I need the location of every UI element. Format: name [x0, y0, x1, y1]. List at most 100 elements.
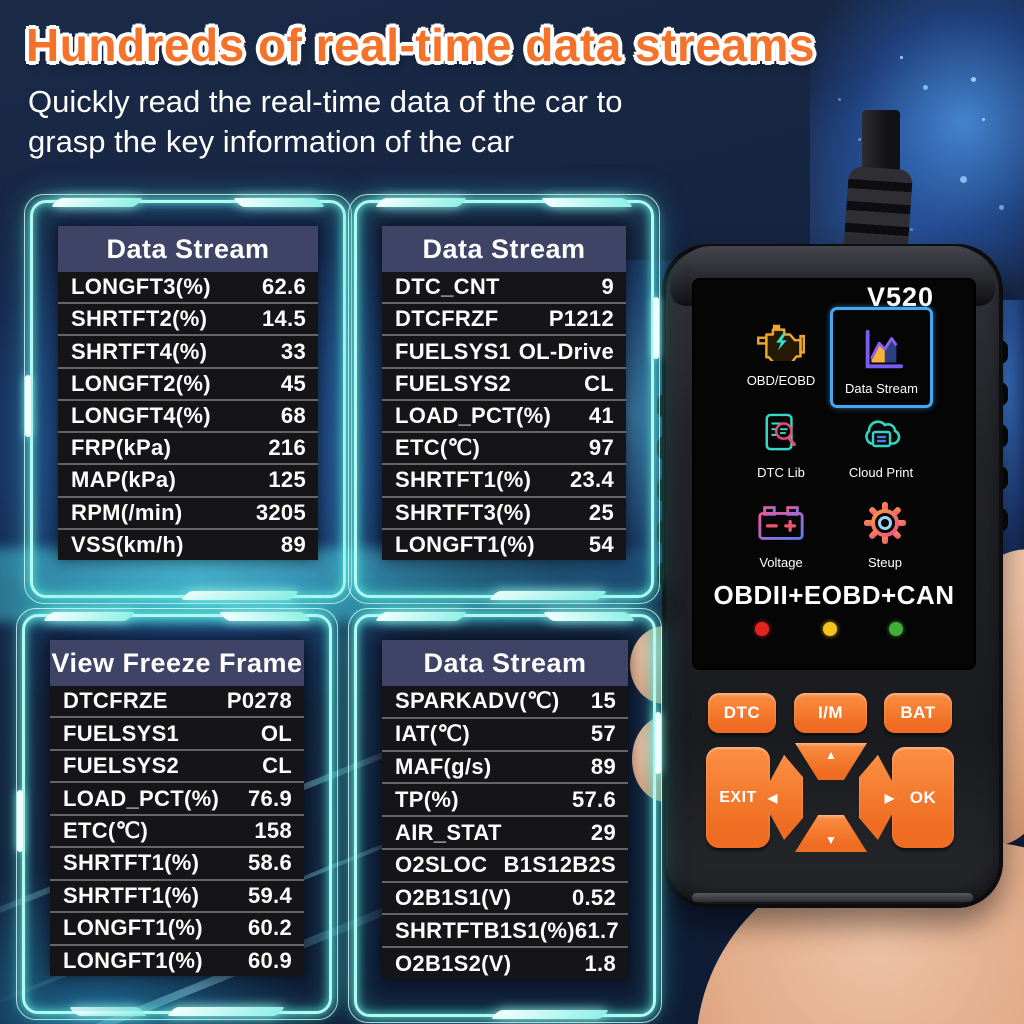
- gear-icon: [830, 500, 940, 546]
- parameter-label: FUELSYS1: [63, 720, 180, 746]
- parameter-label: SPARKADV(℃): [395, 688, 560, 714]
- table-row: SHRTFT4(%) 33: [58, 336, 318, 369]
- parameter-value: 25: [588, 499, 614, 525]
- background-particle-dots: [900, 56, 903, 59]
- parameter-label: DTCFRZF: [395, 306, 499, 332]
- table-row: O2SLOC B1S12B2S: [382, 850, 628, 883]
- parameter-label: MAP(kPa): [71, 467, 177, 493]
- exit-button[interactable]: EXIT: [706, 747, 770, 848]
- protocol-label: OBDII+EOBD+CAN: [713, 580, 955, 610]
- device-bottom-rim: [692, 893, 973, 902]
- data-table: Data Stream LONGFT3(%) 62.6 SHRTFT2(%) 14.5…: [58, 226, 318, 560]
- obd2-scanner-device: V520 OBD/EOBD: [657, 244, 1008, 908]
- parameter-label: MAF(g/s): [395, 753, 492, 779]
- parameter-value: 125: [268, 467, 306, 493]
- table-title: Data Stream: [382, 640, 628, 686]
- menu-item-label: Cloud Print: [848, 465, 914, 480]
- status-led-yellow: [823, 622, 837, 636]
- parameter-value: B1S12B2S: [503, 852, 616, 878]
- menu-item-obd-eobd[interactable]: OBD/EOBD: [726, 318, 836, 388]
- data-stream-panel-2: Data Stream DTC_CNT 9 DTCFRZF P1212 FUELSYS1…: [348, 194, 660, 604]
- parameter-value: 41: [588, 402, 614, 428]
- parameter-label: FUELSYS2: [395, 370, 512, 396]
- parameter-value: 58.6: [247, 850, 292, 876]
- scifi-frame: [24, 194, 352, 604]
- menu-item-label: Data Stream: [845, 381, 918, 396]
- parameter-label: TP(%): [395, 786, 459, 812]
- parameter-label: SHRTFTB1S1(%): [395, 917, 575, 943]
- table-row: O2B1S2(V) 1.8: [382, 948, 628, 979]
- table-row: ETC(℃) 97: [382, 433, 626, 466]
- table-row: TP(%) 57.6: [382, 784, 628, 818]
- parameter-label: LOAD_PCT(%): [63, 785, 220, 811]
- parameter-label: SHRTFT2(%): [71, 306, 208, 332]
- dtc-button[interactable]: DTC: [708, 693, 776, 733]
- table-row: LOAD_PCT(%) 76.9: [50, 783, 304, 816]
- table-row: LONGFT1(%) 60.2: [50, 913, 304, 946]
- parameter-label: VSS(km/h): [71, 531, 184, 557]
- table-row: LONGFT1(%) 60.9: [50, 946, 304, 976]
- scifi-frame: [348, 608, 662, 1023]
- battery-test-button[interactable]: BAT: [884, 693, 952, 733]
- ok-button[interactable]: OK: [892, 747, 954, 848]
- parameter-value: 89: [590, 753, 616, 779]
- parameter-label: LONGFT1(%): [63, 947, 203, 973]
- table-row: SHRTFT1(%) 59.4: [50, 881, 304, 914]
- parameter-label: ETC(℃): [395, 435, 481, 461]
- parameter-label: LONGFT2(%): [71, 370, 211, 396]
- parameter-value: 0.52: [571, 885, 616, 911]
- parameter-value: 158: [254, 817, 292, 843]
- table-row: DTCFRZE P0278: [50, 686, 304, 719]
- table-row: SHRTFT3(%) 25: [382, 498, 626, 530]
- menu-item-label: Steup: [868, 555, 902, 570]
- menu-item-voltage[interactable]: Voltage: [726, 500, 836, 570]
- page-title: Hundreds of real-time data streams: [26, 19, 816, 71]
- parameter-value: 216: [268, 435, 306, 461]
- dtc-library-icon: [726, 410, 836, 456]
- data-stream-panel-3: Data Stream SPARKADV(℃) 15 IAT(℃) 57 MAF(g/s…: [348, 608, 662, 1023]
- menu-item-setup[interactable]: Steup: [830, 500, 940, 570]
- engine-icon: [726, 318, 836, 364]
- menu-item-dtc-lib[interactable]: DTC Lib: [726, 410, 836, 480]
- parameter-label: SHRTFT4(%): [71, 338, 208, 364]
- parameter-label: LOAD_PCT(%): [395, 402, 552, 428]
- parameter-value: 60.9: [247, 947, 292, 973]
- parameter-label: LONGFT1(%): [63, 915, 203, 941]
- data-stream-panel-1: Data Stream LONGFT3(%) 62.6 SHRTFT2(%) 14.5…: [24, 194, 352, 604]
- parameter-value: 61.7: [574, 917, 619, 943]
- table-row: VSS(km/h) 89: [58, 530, 318, 560]
- parameter-value: 68: [280, 402, 306, 428]
- parameter-value: OL-Drive: [518, 338, 614, 364]
- subtitle-line-2: grasp the key information of the car: [28, 124, 514, 159]
- parameter-label: SHRTFT3(%): [395, 499, 532, 525]
- table-row: LONGFT2(%) 45: [58, 369, 318, 401]
- im-readiness-button[interactable]: I/M: [794, 693, 867, 733]
- table-row: SHRTFT1(%) 58.6: [50, 848, 304, 881]
- parameter-value: 59.4: [247, 882, 292, 908]
- parameter-value: 76.9: [247, 785, 292, 811]
- menu-item-data-stream-selected[interactable]: Data Stream: [830, 307, 933, 408]
- obd-cable-connector: [862, 110, 900, 174]
- table-row: LONGFT4(%) 68: [58, 401, 318, 434]
- parameter-value: 60.2: [247, 915, 292, 941]
- parameter-label: O2B1S1(V): [395, 885, 512, 911]
- parameter-value: OL: [260, 720, 292, 746]
- menu-item-cloud-print[interactable]: Cloud Print: [826, 410, 936, 480]
- parameter-value: 97: [588, 435, 614, 461]
- data-table: View Freeze Frame DTCFRZE P0278 FUELSYS1 OL…: [50, 640, 304, 976]
- table-row: FUELSYS2 CL: [382, 369, 626, 401]
- parameter-value: CL: [262, 753, 292, 779]
- parameter-value: 62.6: [261, 274, 306, 300]
- parameter-label: RPM(/min): [71, 499, 183, 525]
- menu-item-label: OBD/EOBD: [746, 373, 816, 388]
- parameter-value: 54: [588, 531, 614, 557]
- parameter-label: AIR_STAT: [395, 819, 502, 845]
- parameter-value: 57: [590, 721, 616, 747]
- parameter-label: LONGFT4(%): [71, 402, 211, 428]
- table-row: DTC_CNT 9: [382, 272, 626, 305]
- status-led-red: [755, 622, 769, 636]
- parameter-value: 57.6: [571, 786, 616, 812]
- table-row: RPM(/min) 3205: [58, 498, 318, 530]
- parameter-label: SHRTFT1(%): [63, 882, 200, 908]
